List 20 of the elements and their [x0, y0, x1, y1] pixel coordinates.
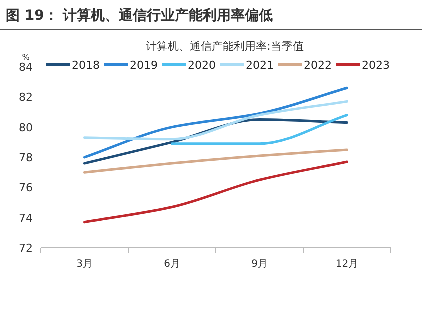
y-tick-label: 84: [19, 61, 33, 74]
legend-label: 2018: [72, 59, 100, 72]
legend-label: 2019: [130, 59, 158, 72]
title: 图 19： 计算机、通信行业产能利用率偏低: [6, 8, 274, 24]
y-tick-label: 74: [19, 212, 33, 225]
x-tick-label: 6月: [164, 259, 180, 270]
y-axis-title: %: [22, 53, 30, 62]
chart-subtitle: 计算机、通信产能利用率:当季值: [146, 40, 304, 53]
legend-label: 2022: [304, 59, 332, 72]
legend-label: 2023: [362, 59, 390, 72]
x-tick-label: 3月: [76, 259, 93, 270]
x-tick-label: 9月: [252, 259, 268, 270]
y-tick-label: 80: [19, 121, 33, 134]
x-tick-label: 12月: [336, 259, 359, 270]
y-tick-label: 72: [19, 242, 33, 255]
y-tick-label: 76: [19, 182, 33, 195]
legend-label: 2020: [188, 59, 216, 72]
legend-label: 2021: [246, 59, 274, 72]
y-tick-label: 82: [19, 91, 33, 104]
y-tick-label: 78: [19, 152, 33, 164]
